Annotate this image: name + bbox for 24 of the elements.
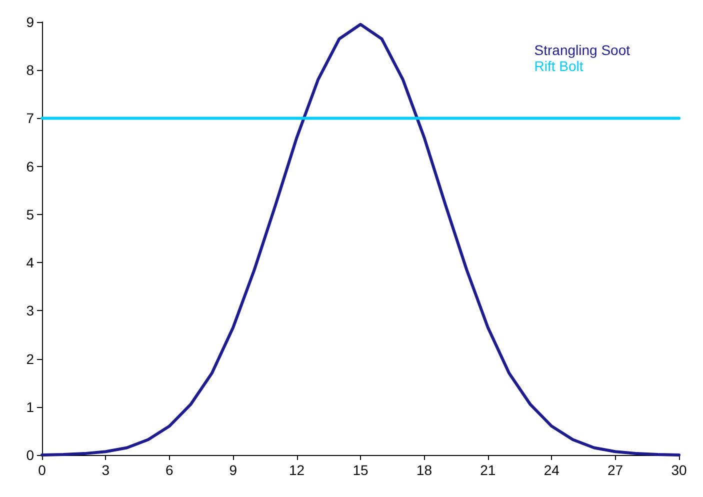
y-tick-label: 8 (26, 62, 34, 78)
y-tick-label: 0 (26, 447, 34, 463)
y-tick-label: 4 (26, 254, 34, 271)
y-tick-label: 9 (26, 14, 34, 30)
y-tick-label: 2 (26, 350, 34, 367)
x-tick-label: 21 (480, 462, 496, 478)
x-tick-label: 6 (166, 462, 174, 478)
x-tick-label: 9 (229, 462, 238, 478)
y-tick-label: 7 (26, 110, 34, 126)
line-series (40, 22, 680, 456)
x-tick-label: 12 (289, 462, 305, 478)
text: Strangling Soot (534, 42, 630, 58)
y-tick-label: 3 (26, 302, 34, 319)
x-tick-label: 15 (352, 462, 368, 478)
y-tick-label: 5 (26, 206, 34, 222)
x-tick-label: 3 (102, 462, 110, 478)
y-tick-label: 1 (26, 398, 34, 415)
x-tick-label: 24 (544, 462, 560, 478)
y-tick-label: 6 (26, 158, 34, 174)
x-tick-label: 0 (38, 462, 46, 478)
text: Rift Bolt (534, 58, 584, 74)
x-tick-label: 30 (671, 462, 687, 478)
x-tick-label: 18 (416, 462, 432, 478)
x-tick-label: 27 (608, 462, 624, 478)
